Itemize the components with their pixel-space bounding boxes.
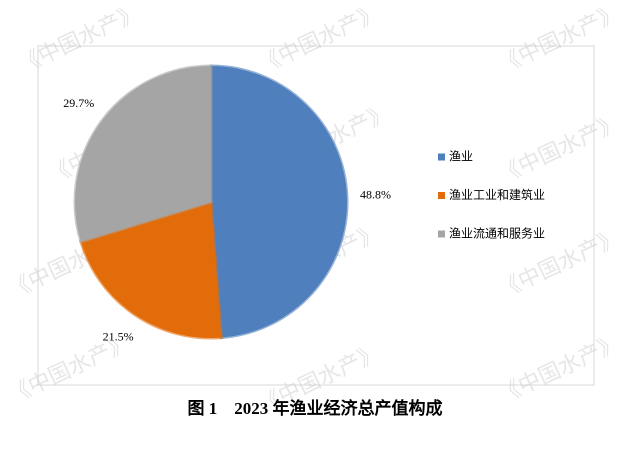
data-label: 48.8%	[360, 188, 391, 202]
legend-swatch	[438, 230, 445, 238]
pie: 48.8% 21.5% 29.7%	[63, 64, 391, 344]
data-label: 21.5%	[103, 330, 134, 344]
legend-swatch	[438, 153, 445, 161]
legend-label: 渔业流通和服务业	[449, 226, 545, 241]
pie-slice	[79, 200, 223, 340]
data-label: 29.7%	[63, 96, 94, 110]
pie-slice	[73, 64, 213, 244]
chart-title: 图 1 2023 年渔业经济总产值构成	[188, 398, 443, 418]
pie-slice	[209, 64, 349, 340]
legend-label: 渔业	[449, 150, 473, 164]
legend-swatch	[438, 192, 445, 199]
legend-label: 渔业工业和建筑业	[449, 187, 545, 202]
